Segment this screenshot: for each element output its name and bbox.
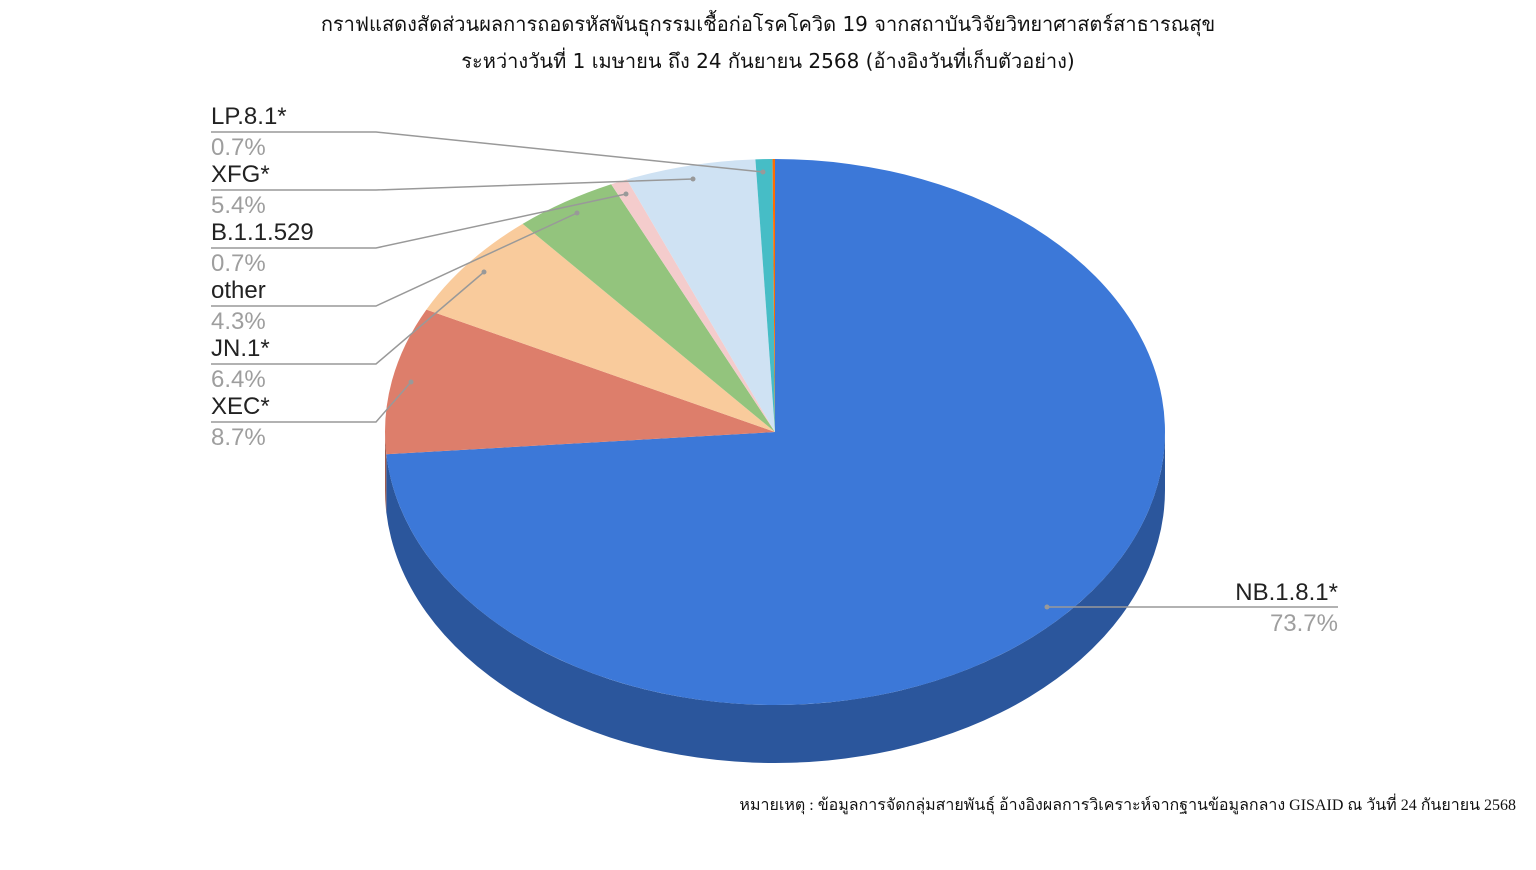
slice-label-group: B.1.1.529 0.7% xyxy=(211,191,629,277)
chart-title-line2: ระหว่างวันที่ 1 เมษายน ถึง 24 กันยายน 25… xyxy=(461,49,1075,73)
pie-slice-B.1.1.529 xyxy=(611,179,775,432)
slice-label-group: other 4.3% xyxy=(211,210,580,335)
pie-side-XEC* xyxy=(385,432,387,513)
leader-dot xyxy=(1044,604,1050,610)
slice-label-group: NB.1.8.1* 73.7% xyxy=(1044,579,1338,637)
leader-dot xyxy=(760,169,766,175)
leader-line xyxy=(211,381,412,423)
leader-dot xyxy=(574,210,580,216)
slice-label-group: XFG* 5.4% xyxy=(211,161,696,219)
pie-slice-XEC* xyxy=(384,309,775,455)
slice-label-name: XEC* xyxy=(211,393,270,420)
leader-dot xyxy=(481,269,487,275)
leader-line xyxy=(211,271,485,365)
slice-label-group: LP.8.1* 0.7% xyxy=(211,103,766,175)
leader-line xyxy=(211,178,694,191)
leader-line xyxy=(211,193,627,249)
pie-slice-LP.8.1* xyxy=(755,159,775,433)
pie-slice-XFG* xyxy=(626,159,775,432)
pie-slice-JN.1* xyxy=(426,223,775,432)
slice-label-name: B.1.1.529 xyxy=(211,219,314,246)
slice-label-name: other xyxy=(211,277,266,304)
slice-label-percent: 0.7% xyxy=(211,134,266,161)
slice-label-percent: 4.3% xyxy=(211,308,266,335)
slice-label-percent: 5.4% xyxy=(211,192,266,219)
leader-dot xyxy=(690,176,696,182)
slice-label-name: LP.8.1* xyxy=(211,103,287,130)
slice-label-name: JN.1* xyxy=(211,335,270,362)
pie-side-NB.1.8.1* xyxy=(386,432,1165,764)
footnote: หมายเหตุ : ข้อมูลการจัดกลุ่มสายพันธุ์ อ้… xyxy=(739,797,1516,814)
slice-label-group: XEC* 8.7% xyxy=(211,379,414,451)
leader-dot xyxy=(623,191,629,197)
slice-label-percent: 8.7% xyxy=(211,424,266,451)
pie-slice-other xyxy=(522,184,775,432)
slice-label-percent: 0.7% xyxy=(211,250,266,277)
pie-slice-NB.1.8.1* xyxy=(386,159,1165,705)
pie-slice-unlabeled xyxy=(772,159,775,432)
chart-title-line1: กราฟแสดงสัดส่วนผลการถอดรหัสพันธุกรรมเชื้… xyxy=(320,12,1216,36)
slice-label-name: XFG* xyxy=(211,161,270,188)
slice-label-group: JN.1* 6.4% xyxy=(211,269,487,393)
leader-dot xyxy=(408,379,414,385)
slice-label-percent: 6.4% xyxy=(211,366,266,393)
slice-label-name: NB.1.8.1* xyxy=(1235,579,1338,606)
leader-line xyxy=(211,131,764,173)
slice-label-percent: 73.7% xyxy=(1270,610,1338,637)
leader-line xyxy=(211,212,578,307)
